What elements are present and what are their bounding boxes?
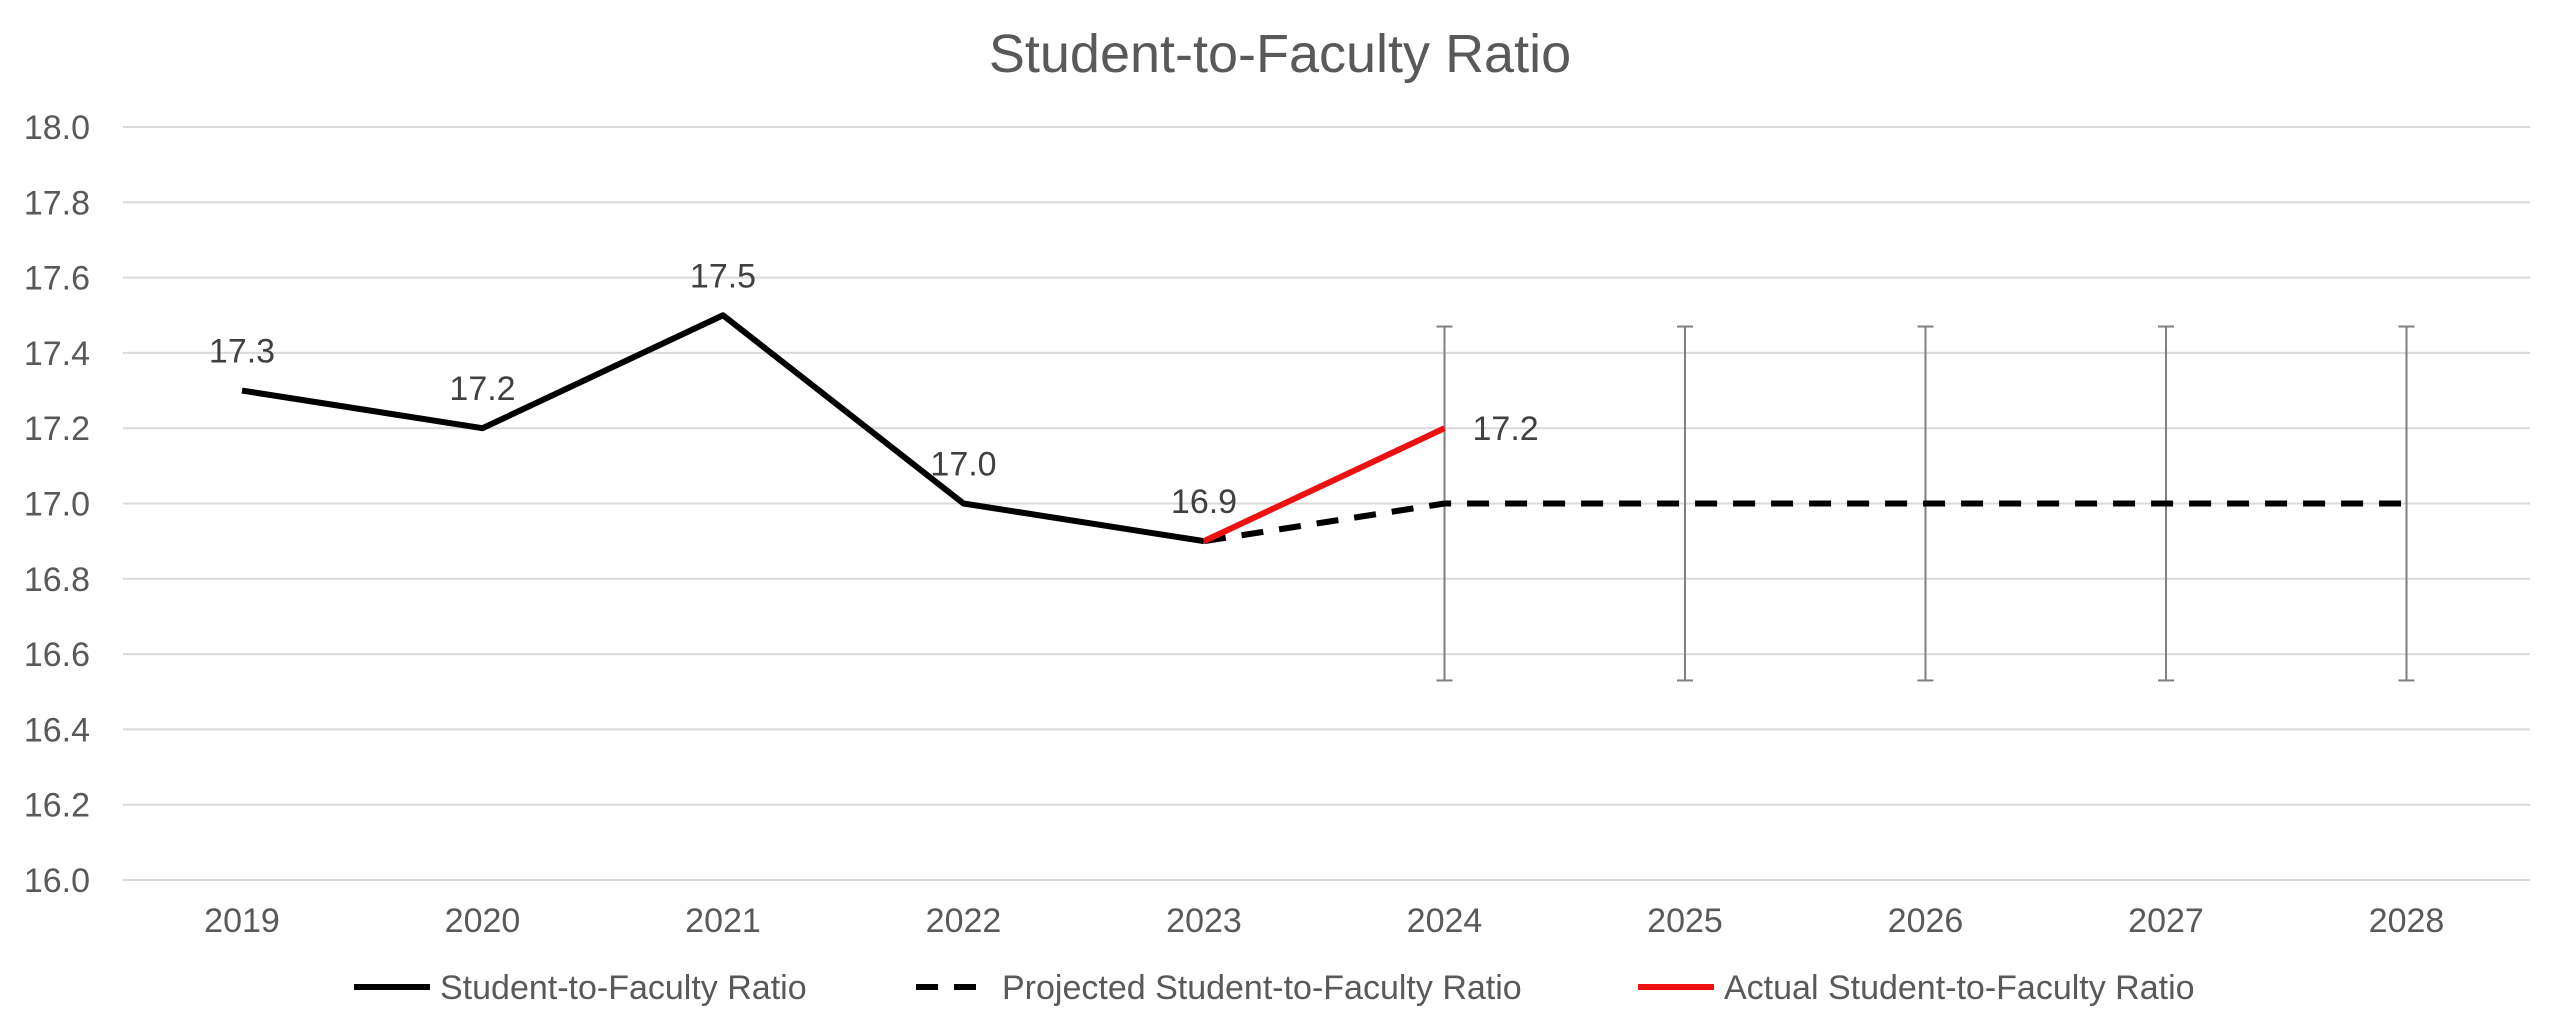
- x-tick-label: 2023: [1166, 902, 1242, 940]
- x-tick-label: 2028: [2369, 902, 2445, 940]
- x-tick-label: 2022: [926, 902, 1002, 940]
- y-tick-label: 16.0: [24, 862, 90, 900]
- y-axis-tick-labels: 16.0 16.2 16.4 16.6 16.8 17.0 17.2 17.4 17.6 17.8…: [24, 109, 90, 900]
- y-tick-label: 17.2: [24, 410, 90, 448]
- legend-label: Projected Student-to-Faculty Ratio: [1002, 969, 1522, 1007]
- data-label: 17.0: [930, 446, 996, 484]
- y-tick-label: 17.0: [24, 486, 90, 524]
- y-tick-label: 18.0: [24, 109, 90, 147]
- chart-title: Student-to-Faculty Ratio: [989, 24, 1571, 84]
- x-tick-label: 2024: [1407, 902, 1483, 940]
- data-labels: 17.3 17.2 17.5 17.0 16.9 17.2: [209, 257, 1539, 521]
- series-line: [1202, 425, 1446, 544]
- legend-label: Actual Student-to-Faculty Ratio: [1724, 969, 2195, 1007]
- data-label: 17.3: [209, 333, 275, 371]
- y-tick-label: 17.6: [24, 260, 90, 298]
- x-axis-tick-labels: 2019 2020 2021 2022 2023 2024 2025 2026 2027 2028: [204, 902, 2444, 940]
- y-tick-label: 16.8: [24, 561, 90, 599]
- gridlines: [123, 126, 2530, 881]
- data-label: 17.2: [1473, 410, 1539, 448]
- y-tick-label: 16.6: [24, 636, 90, 674]
- x-tick-label: 2019: [204, 902, 280, 940]
- y-tick-label: 16.4: [24, 711, 90, 749]
- x-tick-label: 2021: [685, 902, 761, 940]
- y-tick-label: 16.2: [24, 787, 90, 825]
- series-lines: [241, 312, 2407, 545]
- x-tick-label: 2027: [2128, 902, 2204, 940]
- data-label: 17.2: [449, 370, 515, 408]
- x-tick-label: 2020: [445, 902, 521, 940]
- x-tick-label: 2025: [1647, 902, 1723, 940]
- data-label: 16.9: [1171, 483, 1237, 521]
- series-line: [1203, 500, 2407, 545]
- legend: Student-to-Faculty Ratio Projected Studen…: [354, 969, 2195, 1007]
- y-tick-label: 17.8: [24, 184, 90, 222]
- legend-label: Student-to-Faculty Ratio: [440, 969, 807, 1007]
- x-tick-label: 2026: [1888, 902, 1964, 940]
- y-tick-label: 17.4: [24, 335, 90, 373]
- data-label: 17.5: [690, 257, 756, 295]
- series-line: [241, 312, 1205, 545]
